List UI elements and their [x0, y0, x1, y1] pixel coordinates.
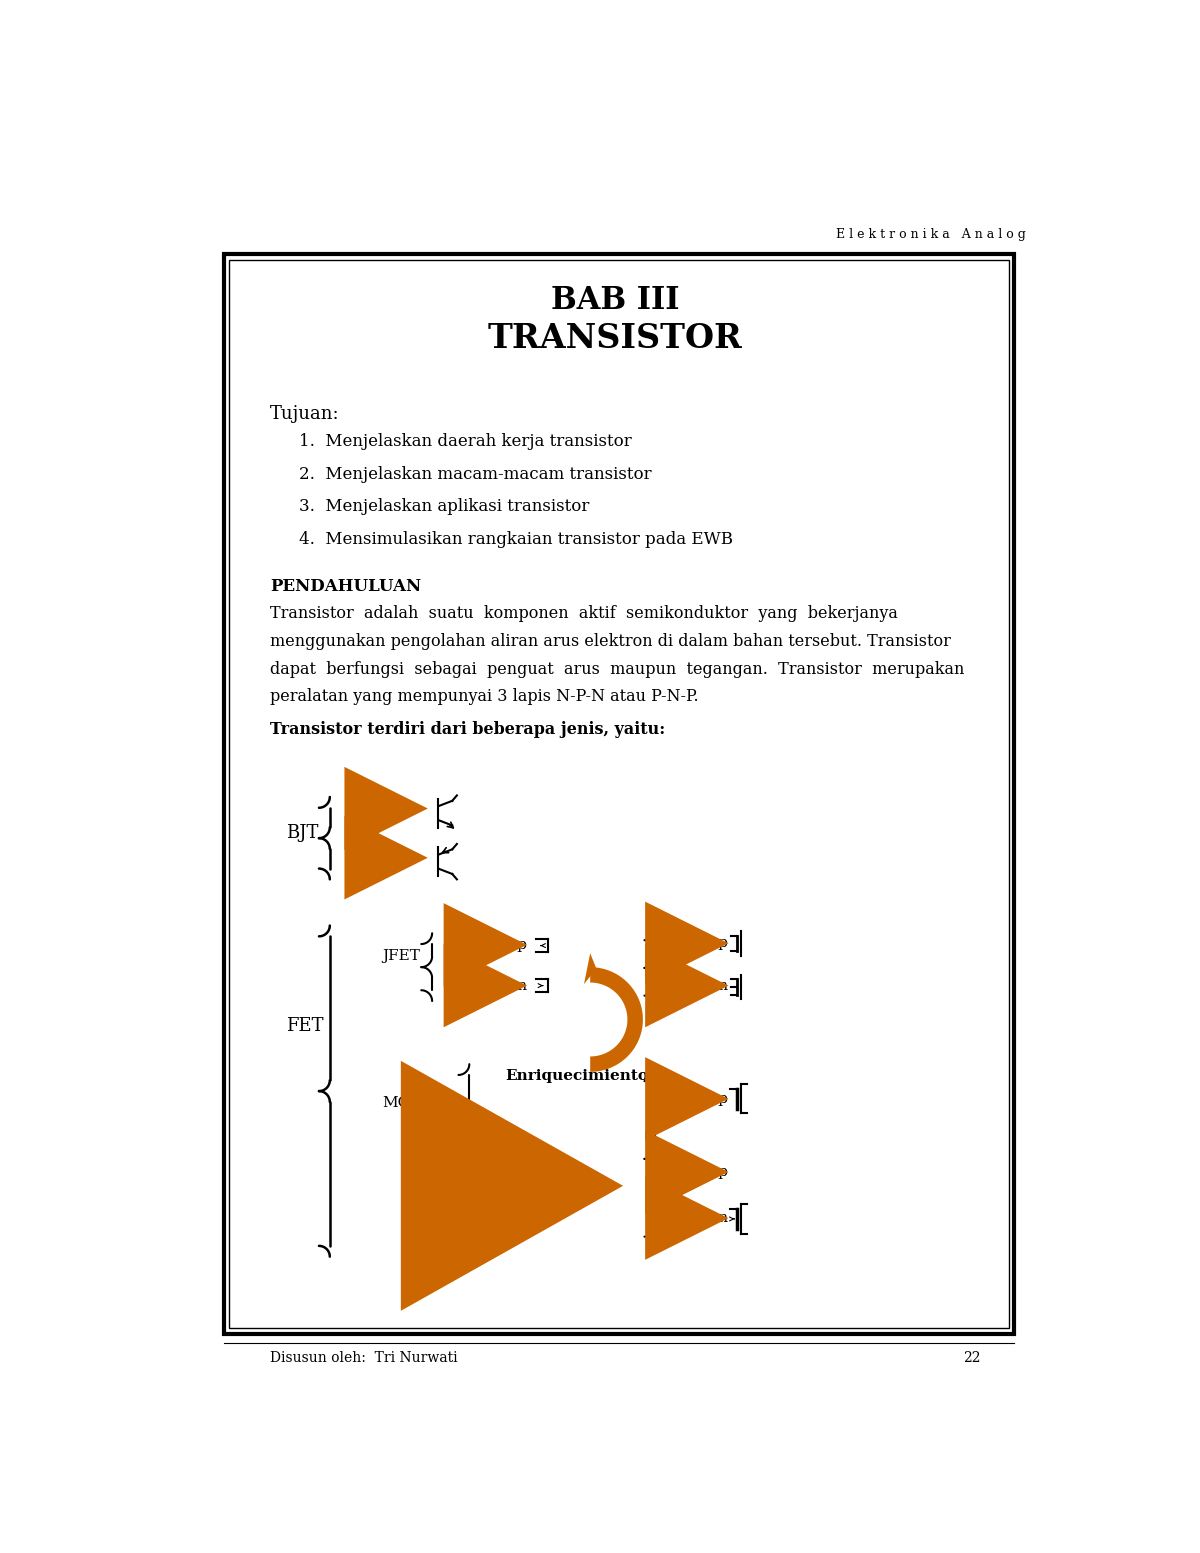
Text: FET: FET [286, 1017, 323, 1034]
Bar [223, 255, 1014, 1334]
Text: Enriquecimiento: Enriquecimiento [505, 1068, 648, 1082]
Text: BAB III: BAB III [551, 284, 679, 315]
Text: Canal p: Canal p [468, 938, 527, 952]
Text: 2.  Menjelaskan macam-macam transistor: 2. Menjelaskan macam-macam transistor [299, 466, 652, 483]
Text: dapat  berfungsi  sebagai  penguat  arus  maupun  tegangan.  Transistor  merupak: dapat berfungsi sebagai penguat arus mau… [270, 660, 965, 677]
Text: peralatan yang mempunyai 3 lapis N-P-N atau P-N-P.: peralatan yang mempunyai 3 lapis N-P-N a… [270, 688, 698, 705]
Text: Deplexión: Deplexión [505, 1179, 590, 1193]
Text: pnp: pnp [383, 851, 412, 865]
Text: TRANSISTOR: TRANSISTOR [487, 323, 743, 356]
Bar [229, 259, 1009, 1328]
Text: Canal n: Canal n [468, 978, 527, 992]
Text: Transistor terdiri dari beberapa jenis, yaitu:: Transistor terdiri dari beberapa jenis, … [270, 721, 665, 738]
Text: 22: 22 [962, 1351, 980, 1365]
Text: Disusun oleh:  Tri Nurwati: Disusun oleh: Tri Nurwati [270, 1351, 457, 1365]
Polygon shape [590, 968, 643, 1072]
Text: Canal n: Canal n [670, 978, 728, 992]
Text: menggunakan pengolahan aliran arus elektron di dalam bahan tersebut. Transistor: menggunakan pengolahan aliran arus elekt… [270, 634, 952, 649]
Text: Transistor  adalah  suatu  komponen  aktif  semikonduktor  yang  bekerjanya: Transistor adalah suatu komponen aktif s… [270, 606, 898, 623]
Text: JFET: JFET [383, 949, 420, 963]
Text: E l e k t r o n i k a   A n a l o g: E l e k t r o n i k a A n a l o g [836, 228, 1026, 241]
Text: Canal n: Canal n [670, 1211, 728, 1225]
Text: 4.  Mensimulasikan rangkaian transistor pada EWB: 4. Mensimulasikan rangkaian transistor p… [299, 531, 733, 548]
Text: Canal p: Canal p [670, 936, 728, 950]
Text: 3.  Menjelaskan aplikasi transistor: 3. Menjelaskan aplikasi transistor [299, 499, 589, 516]
Text: PENDAHULUAN: PENDAHULUAN [270, 578, 421, 595]
Text: BJT: BJT [286, 825, 318, 842]
Text: Tujuan:: Tujuan: [270, 404, 340, 422]
Text: Canal p: Canal p [670, 1092, 728, 1106]
Text: 1.  Menjelaskan daerah kerja transistor: 1. Menjelaskan daerah kerja transistor [299, 433, 631, 450]
Polygon shape [584, 954, 596, 985]
Text: npn: npn [383, 801, 412, 815]
Text: MOSFET: MOSFET [383, 1096, 452, 1110]
Text: Canal p: Canal p [670, 1165, 728, 1179]
